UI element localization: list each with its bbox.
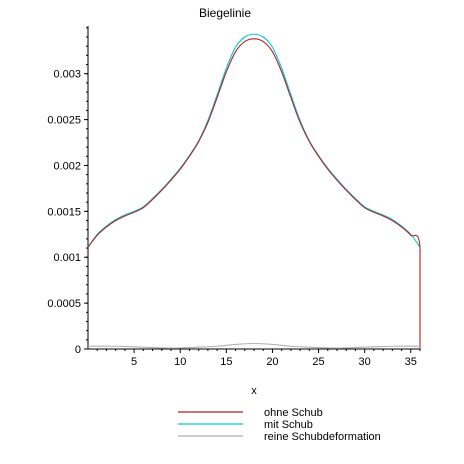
x-tick-label: 30: [359, 356, 371, 368]
y-tick-label: 0.0025: [47, 115, 81, 127]
y-tick-label: 0.0005: [47, 298, 81, 310]
y-tick-label: 0.001: [53, 252, 81, 264]
y-tick-label: 0.0015: [47, 206, 81, 218]
series-line-ohne-schub: [87, 38, 421, 349]
legend-label-ohne-schub: ohne Schub: [264, 407, 323, 419]
series-line-mit-schub: [87, 33, 421, 248]
x-tick-label: 20: [266, 356, 278, 368]
chart-title: Biegelinie: [199, 6, 251, 20]
x-tick-label: 5: [131, 356, 137, 368]
x-axis-label: x: [251, 385, 257, 397]
axes: [87, 26, 420, 350]
y-tick-label: 0: [75, 344, 81, 356]
legend-label-mit-schub: mit Schub: [264, 419, 313, 431]
x-tick-label: 35: [405, 356, 417, 368]
y-tick-label: 0.002: [53, 160, 81, 172]
x-tick-label: 15: [220, 356, 232, 368]
legend-label-reine-schubdeformation: reine Schubdeformation: [264, 431, 381, 443]
x-tick-label: 25: [312, 356, 324, 368]
x-tick-label: 10: [174, 356, 186, 368]
ticks: 0 0.0005 0.001 0.0015 0.002 0.0025 0.003 5 10 15 2…: [47, 27, 421, 368]
series-group: [87, 33, 421, 349]
series-line-reine-schubdeformation: [87, 342, 421, 349]
y-tick-label: 0.003: [53, 69, 81, 81]
